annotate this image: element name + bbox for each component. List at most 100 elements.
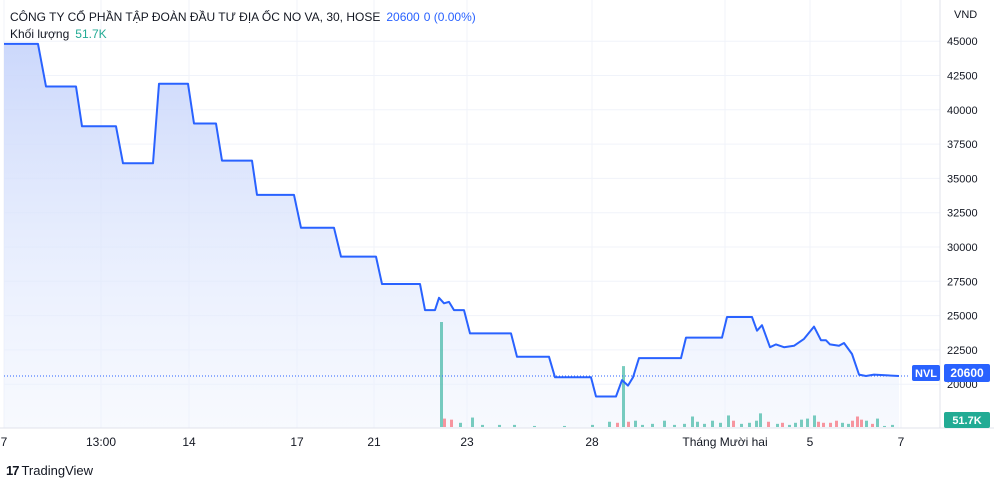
- badge-layer: NVL 20600 51.7K: [912, 364, 990, 428]
- volume-bar: [481, 424, 484, 427]
- series-title[interactable]: CÔNG TY CỔ PHẦN TẬP ĐOÀN ĐẦU TƯ ĐỊA ỐC N…: [10, 10, 381, 24]
- volume-bar: [759, 413, 762, 427]
- price-change: 0 (0.00%): [423, 10, 476, 24]
- volume-bar: [443, 418, 446, 427]
- volume-bar: [711, 420, 714, 427]
- volume-bar: [627, 421, 630, 427]
- x-tick-label: 14: [182, 435, 196, 449]
- volume-bars: [440, 322, 894, 427]
- volume-bar: [673, 424, 676, 427]
- y-tick-label: 42500: [947, 71, 978, 83]
- tradingview-name: TradingView: [21, 463, 94, 478]
- volume-bar: [651, 423, 654, 427]
- volume-bar: [813, 415, 816, 427]
- volume-value: 51.7K: [75, 27, 107, 41]
- x-tick-label: Tháng Mười hai: [682, 435, 767, 449]
- legend-title-row[interactable]: CÔNG TY CỔ PHẦN TẬP ĐOÀN ĐẦU TƯ ĐỊA ỐC N…: [10, 9, 476, 26]
- volume-bar: [703, 423, 706, 427]
- y-tick-label: 22500: [947, 345, 978, 357]
- volume-bar: [663, 420, 666, 427]
- volume-bar: [719, 422, 722, 427]
- price-badge: 20600: [950, 366, 984, 380]
- volume-bar: [591, 424, 594, 427]
- price-area: [4, 43, 899, 429]
- volume-bar: [776, 423, 779, 427]
- y-tick-label: 27500: [947, 276, 978, 288]
- volume-bar: [691, 416, 694, 427]
- volume-bar: [876, 418, 879, 427]
- volume-bar: [696, 421, 699, 427]
- x-tick-label: 28: [585, 435, 599, 449]
- volume-bar: [851, 420, 854, 427]
- volume-bar: [683, 423, 686, 427]
- volume-bar: [498, 424, 501, 427]
- x-tick-label: 21: [367, 435, 381, 449]
- volume-bar: [822, 422, 825, 427]
- currency-unit-label: VND: [954, 9, 978, 21]
- volume-bar: [806, 418, 809, 427]
- volume-bar: [788, 424, 791, 427]
- x-tick-label: 17: [290, 435, 304, 449]
- volume-bar: [767, 421, 770, 427]
- volume-bar: [513, 424, 516, 427]
- y-tick-label: 37500: [947, 139, 978, 151]
- y-tick-label: 40000: [947, 105, 978, 117]
- chart-legend: CÔNG TY CỔ PHẦN TẬP ĐOÀN ĐẦU TƯ ĐỊA ỐC N…: [10, 9, 476, 43]
- volume-bar: [634, 420, 637, 427]
- volume-bar: [883, 425, 886, 427]
- volume-badge: 51.7K: [952, 415, 981, 427]
- symbol-badge: NVL: [915, 368, 937, 380]
- volume-bar: [781, 422, 784, 427]
- volume-bar: [748, 422, 751, 427]
- price-area-fill: [4, 43, 899, 429]
- legend-volume-row[interactable]: Khối lượng 51.7K: [10, 26, 476, 43]
- volume-bar: [732, 420, 735, 427]
- volume-bar: [891, 424, 894, 427]
- x-tick-label: 7: [1, 435, 8, 449]
- volume-bar: [608, 421, 611, 427]
- tradingview-brand[interactable]: 17 TradingView: [6, 463, 93, 478]
- volume-label: Khối lượng: [10, 27, 70, 41]
- volume-bar: [841, 422, 844, 427]
- volume-bar: [563, 425, 566, 427]
- tradingview-logo-icon: 17: [6, 463, 20, 478]
- volume-bar: [440, 322, 443, 427]
- volume-bar: [817, 421, 820, 427]
- volume-bar: [450, 419, 453, 427]
- volume-bar: [616, 422, 619, 427]
- volume-bar: [471, 417, 474, 427]
- symbol-badge-bg: [912, 365, 940, 381]
- x-tick-label: 7: [898, 435, 905, 449]
- y-tick-label: 25000: [947, 311, 978, 323]
- volume-bar: [794, 422, 797, 427]
- volume-bar: [847, 423, 850, 427]
- volume-bar: [755, 420, 758, 427]
- volume-badge-bg: [944, 412, 990, 428]
- x-tick-label: 13:00: [86, 435, 116, 449]
- x-tick-label: 23: [460, 435, 474, 449]
- y-tick-label: 32500: [947, 208, 978, 220]
- price-badge-bg: [944, 364, 990, 382]
- axis-layer: 45000 42500 40000 37500 35000 32500 30000 27500…: [0, 0, 994, 449]
- price-line-layer: [4, 42, 910, 398]
- volume-bar: [865, 420, 868, 427]
- volume-bar: [800, 419, 803, 427]
- volume-bar: [727, 415, 730, 427]
- volume-bar: [740, 423, 743, 427]
- y-tick-label: 35000: [947, 173, 978, 185]
- x-tick-label: 5: [807, 435, 814, 449]
- volume-bar: [622, 366, 625, 427]
- volume-bar: [829, 422, 832, 427]
- volume-bar: [835, 420, 838, 427]
- y-tick-label: 30000: [947, 242, 978, 254]
- last-price: 20600: [386, 10, 420, 24]
- volume-bar: [860, 419, 863, 427]
- y-tick-label: 45000: [947, 36, 978, 48]
- volume-bar: [459, 422, 462, 427]
- volume-bar: [856, 416, 859, 427]
- y-tick-label: 20000: [947, 379, 978, 391]
- volume-bar: [871, 423, 874, 427]
- volume-bar: [533, 425, 536, 427]
